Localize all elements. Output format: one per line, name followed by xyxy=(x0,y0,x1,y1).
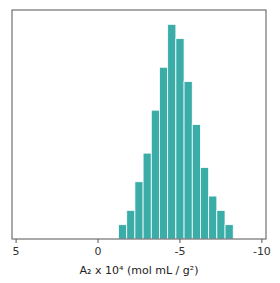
x-tick-label: -5 xyxy=(174,245,185,258)
bar xyxy=(200,167,208,239)
bar xyxy=(135,182,143,239)
x-tick xyxy=(261,239,262,243)
bar xyxy=(143,153,151,239)
bar xyxy=(176,39,184,239)
x-tick-label: -10 xyxy=(253,245,271,258)
x-tick xyxy=(16,239,17,243)
x-tick-label: 0 xyxy=(95,245,102,258)
x-axis-label: A₂ x 10⁴ (mol mL / g²) xyxy=(80,264,199,277)
bar xyxy=(159,67,167,239)
x-tick-label: 5 xyxy=(13,245,20,258)
chart: 5 0 -5 -10 A₂ x 10⁴ (mol mL / g²) xyxy=(0,0,280,283)
bar xyxy=(217,210,225,239)
bar xyxy=(151,110,159,239)
bar xyxy=(184,82,192,239)
bar xyxy=(168,24,176,239)
bar xyxy=(225,225,233,239)
x-tick xyxy=(98,239,99,243)
bars xyxy=(119,24,234,239)
bar xyxy=(192,125,200,240)
bar xyxy=(209,196,217,239)
bar xyxy=(119,225,127,239)
chart-container: 5 0 -5 -10 A₂ x 10⁴ (mol mL / g²) xyxy=(0,0,280,283)
x-axis: 5 0 -5 -10 xyxy=(13,239,271,258)
plot-frame xyxy=(12,10,266,239)
x-tick xyxy=(179,239,180,243)
bar xyxy=(127,210,135,239)
